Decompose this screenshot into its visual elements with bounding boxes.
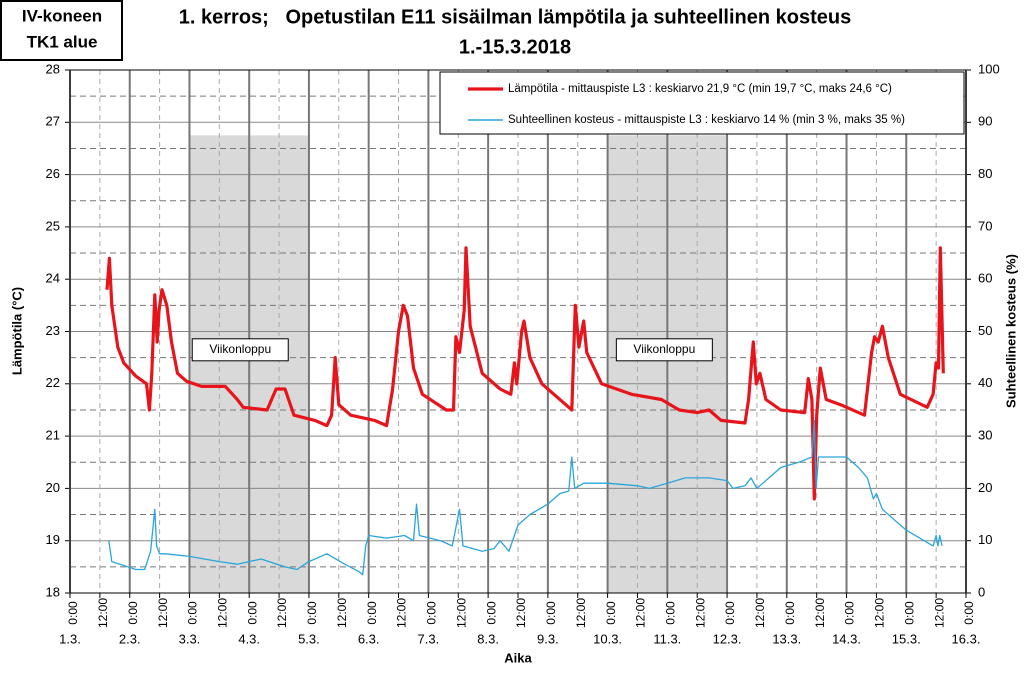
- x-date-label: 16.3.: [952, 631, 981, 646]
- x-tick-label: 0:00: [723, 601, 737, 625]
- y-tick-label: 26: [46, 166, 60, 181]
- y-axis-label: Lämpötila (°C): [9, 287, 24, 375]
- x-date-label: 9.3.: [537, 631, 559, 646]
- x-tick-label: 0:00: [843, 601, 857, 625]
- x-date-label: 12.3.: [713, 631, 742, 646]
- x-tick-label: 0:00: [126, 601, 140, 625]
- x-tick-label: 0:00: [186, 601, 200, 625]
- x-tick-label: 0:00: [783, 601, 797, 625]
- x-tick-label: 0:00: [66, 601, 80, 625]
- annotation-box: [191, 338, 289, 362]
- x-tick-label: 12:00: [514, 598, 528, 628]
- x-date-label: 4.3.: [238, 631, 260, 646]
- y-tick-label: 20: [46, 480, 60, 495]
- y-tick-label: 18: [46, 584, 60, 599]
- y2-tick-label: 50: [978, 323, 992, 338]
- legend-box: [439, 71, 965, 135]
- x-date-label: 6.3.: [358, 631, 380, 646]
- x-date-label: 1.3.: [59, 631, 81, 646]
- y2-tick-label: 80: [978, 166, 992, 181]
- x-tick-label: 0:00: [544, 601, 558, 625]
- x-tick-label: 0:00: [902, 601, 916, 625]
- x-tick-label: 0:00: [245, 601, 259, 625]
- series-line: [105, 246, 945, 501]
- y2-tick-label: 10: [978, 532, 992, 547]
- x-tick-label: 12:00: [634, 598, 648, 628]
- x-date-label: 2.3.: [119, 631, 141, 646]
- y-tick-label: 21: [46, 428, 60, 443]
- corner-label: TK1 alue: [27, 32, 98, 51]
- x-tick-label: 0:00: [425, 601, 439, 625]
- y-tick-label: 28: [46, 61, 60, 76]
- chart-title: 1. kerros; Opetustilan E11 sisäilman läm…: [179, 6, 851, 28]
- x-tick-label: 12:00: [216, 598, 230, 628]
- x-tick-label: 12:00: [574, 598, 588, 628]
- legend-label: Suhteellinen kosteus - mittauspiste L3 :…: [508, 114, 905, 126]
- plot-frame: [69, 69, 967, 594]
- x-tick-label: 12:00: [932, 598, 946, 628]
- x-date-label: 5.3.: [298, 631, 320, 646]
- x-tick-label: 0:00: [604, 601, 618, 625]
- x-date-label: 10.3.: [593, 631, 622, 646]
- x-tick-label: 12:00: [873, 598, 887, 628]
- x-axis-label: Aika: [504, 650, 532, 665]
- x-tick-label: 12:00: [335, 598, 349, 628]
- x-tick-label: 0:00: [664, 601, 678, 625]
- corner-box: [0, 0, 123, 61]
- annotation: Viikonloppu: [633, 342, 695, 356]
- x-date-label: 3.3.: [179, 631, 201, 646]
- y-tick-label: 23: [46, 323, 60, 338]
- y-tick-label: 24: [46, 271, 60, 286]
- x-tick-label: 12:00: [275, 598, 289, 628]
- y2-tick-label: 60: [978, 271, 992, 286]
- y-tick-label: 22: [46, 375, 60, 390]
- x-date-label: 15.3.: [892, 631, 921, 646]
- y2-tick-label: 30: [978, 428, 992, 443]
- x-tick-label: 0:00: [305, 601, 319, 625]
- x-tick-label: 12:00: [693, 598, 707, 628]
- y-tick-label: 27: [46, 114, 60, 129]
- y2-tick-label: 70: [978, 218, 992, 233]
- series-line: [108, 419, 943, 576]
- x-tick-label: 12:00: [96, 598, 110, 628]
- x-tick-label: 12:00: [395, 598, 409, 628]
- x-tick-label: 0:00: [962, 601, 976, 625]
- y2-tick-label: 20: [978, 480, 992, 495]
- x-date-label: 11.3.: [653, 631, 681, 646]
- x-tick-label: 12:00: [753, 598, 767, 628]
- y2-tick-label: 40: [978, 375, 992, 390]
- x-tick-label: 0:00: [365, 601, 379, 625]
- x-tick-label: 0:00: [484, 601, 498, 625]
- x-date-label: 7.3.: [418, 631, 440, 646]
- corner-label: IV-koneen: [22, 6, 102, 25]
- x-tick-label: 12:00: [156, 598, 170, 628]
- x-tick-label: 12:00: [454, 598, 468, 628]
- x-tick-label: 12:00: [813, 598, 827, 628]
- y-tick-label: 25: [46, 218, 60, 233]
- x-date-label: 13.3.: [772, 631, 801, 646]
- y-tick-label: 19: [46, 532, 60, 547]
- y2-tick-label: 0: [978, 584, 985, 599]
- chart-subtitle: 1.-15.3.2018: [459, 36, 571, 58]
- y2-tick-label: 100: [978, 61, 1000, 76]
- x-date-label: 8.3.: [477, 631, 499, 646]
- annotation: Viikonloppu: [209, 342, 271, 356]
- x-date-label: 14.3.: [832, 631, 861, 646]
- y2-tick-label: 90: [978, 114, 992, 129]
- annotation-box: [615, 338, 713, 362]
- legend-label: Lämpötila - mittauspiste L3 : keskiarvo …: [508, 83, 892, 95]
- y2-axis-label: Suhteellinen kosteus (%): [1003, 254, 1018, 408]
